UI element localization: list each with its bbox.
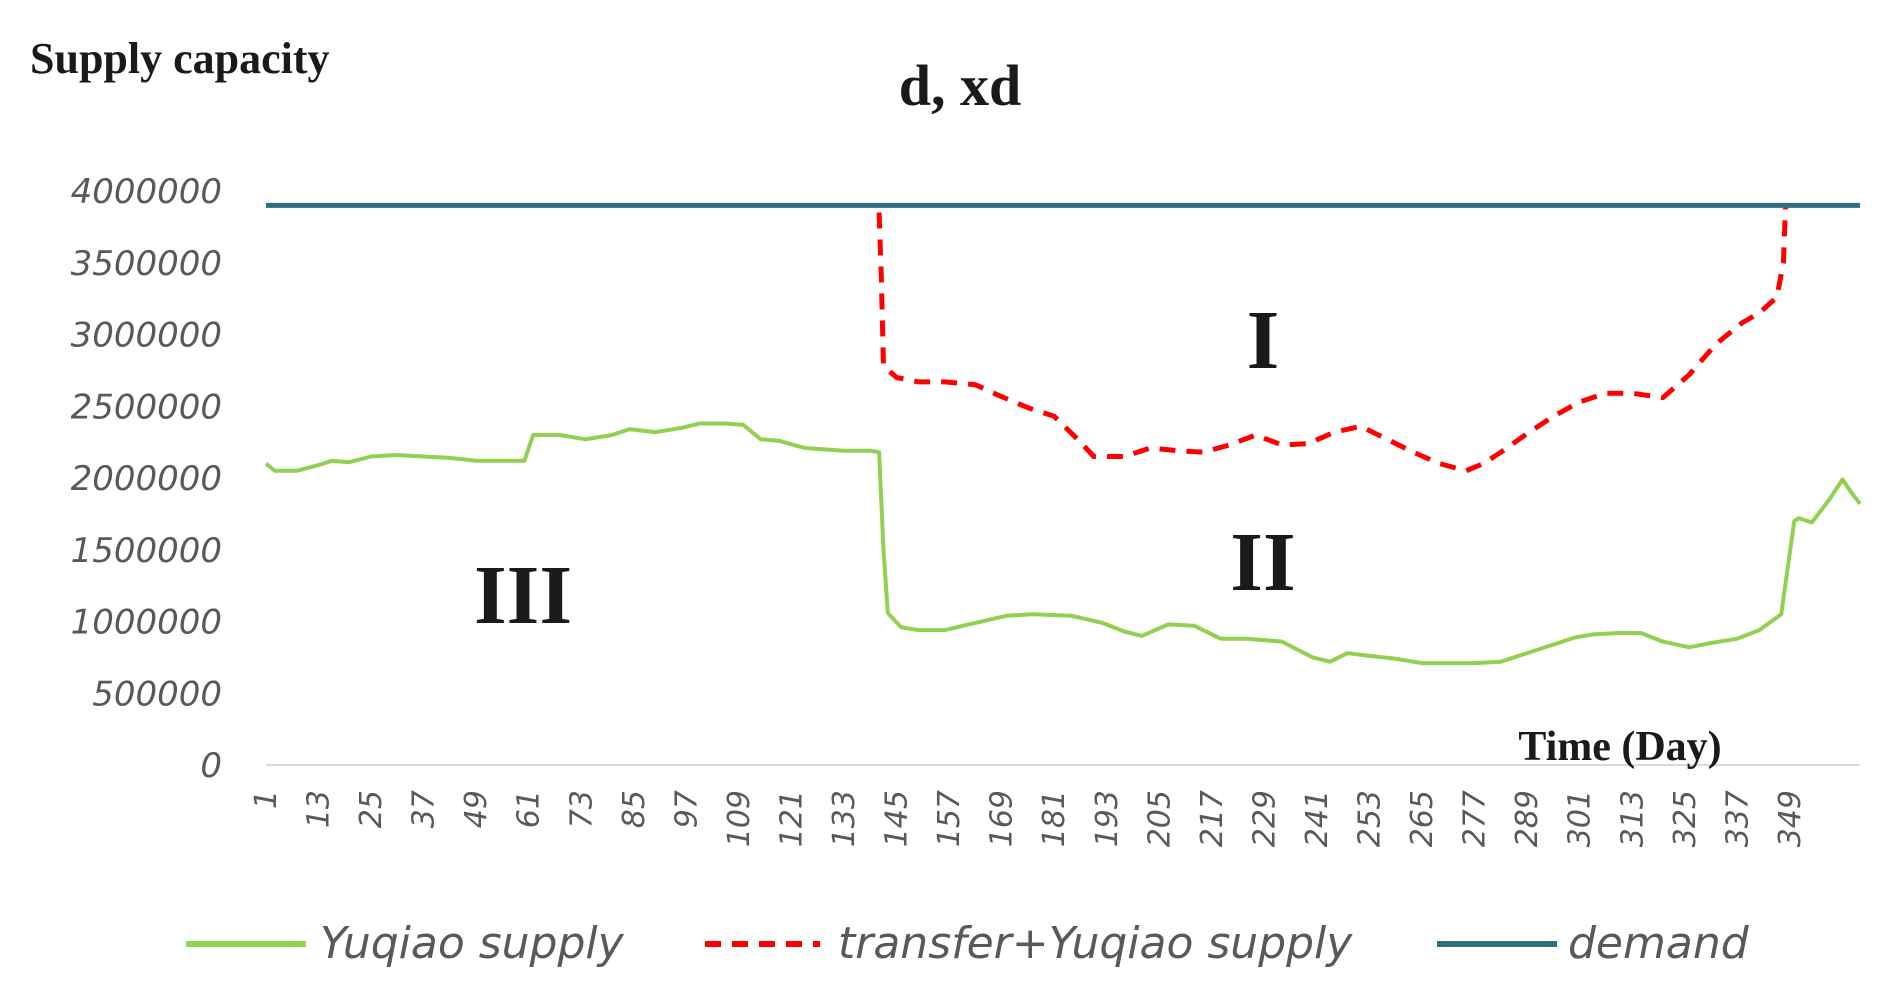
x-tick-label: 253 [1353, 790, 1388, 847]
x-tick-label: 145 [880, 790, 915, 847]
legend-label: transfer+Yuqiao supply [838, 918, 1353, 969]
x-axis-title: Time (Day) [1518, 724, 1721, 770]
x-tick-label: 181 [1037, 790, 1072, 847]
x-tick-label: 229 [1247, 790, 1282, 847]
x-tick-label: 289 [1510, 790, 1545, 847]
x-tick-label: 193 [1090, 790, 1125, 847]
x-tick-label: 301 [1563, 790, 1598, 847]
y-tick-label: 500000 [92, 674, 222, 714]
x-tick-label: 241 [1300, 790, 1335, 847]
legend: Yuqiao supply transfer+Yuqiao supply deman… [186, 918, 1750, 969]
region-label-i: I [1247, 294, 1280, 387]
region-label-ii: II [1230, 516, 1295, 609]
legend-label: demand [1568, 918, 1750, 969]
x-tick-label: 25 [354, 790, 389, 828]
y-tick-label: 3000000 [71, 316, 222, 356]
chart-title: d, xd [899, 53, 1022, 118]
x-tick-label: 325 [1668, 790, 1703, 847]
series-layer [264, 202, 1862, 666]
region-label-iii: III [474, 549, 572, 642]
x-tick-label: 85 [617, 790, 652, 828]
legend-item-transfer-yuqiao-supply: transfer+Yuqiao supply [705, 918, 1353, 969]
y-tick-label: 2500000 [71, 387, 222, 427]
y-tick-labels: 4000000 3500000 3000000 2500000 2000000 15000… [71, 172, 222, 786]
y-tick-label: 4000000 [71, 172, 222, 212]
y-axis-title: Supply capacity [30, 34, 330, 83]
y-tick-label: 1500000 [71, 531, 222, 571]
x-tick-label: 37 [407, 790, 442, 828]
y-tick-label: 2000000 [71, 459, 222, 499]
series-yuqiao-supply-line [264, 421, 1862, 666]
x-tick-label: 73 [564, 790, 599, 828]
x-tick-label: 13 [302, 790, 337, 828]
legend-label: Yuqiao supply [320, 918, 625, 969]
x-tick-label: 169 [985, 790, 1020, 847]
legend-item-yuqiao-supply: Yuqiao supply [186, 918, 625, 969]
y-tick-label: 1000000 [71, 603, 222, 643]
x-tick-label: 133 [827, 790, 862, 847]
x-tick-label: 277 [1458, 790, 1493, 847]
x-tick-label: 121 [774, 790, 809, 847]
x-tick-label: 1 [249, 790, 284, 809]
x-tick-label: 97 [669, 790, 704, 828]
x-tick-label: 157 [932, 790, 967, 847]
x-tick-labels: 1 13 25 37 49 61 73 85 97 109 121 133 145 157 169 181 19… [249, 790, 1808, 847]
x-tick-label: 217 [1195, 790, 1230, 847]
x-tick-label: 61 [512, 790, 547, 828]
x-tick-label: 265 [1405, 790, 1440, 847]
series-transfer-yuqiao-supply-line [876, 205, 1789, 474]
y-tick-label: 0 [200, 746, 222, 786]
y-tick-label: 3500000 [71, 244, 222, 284]
x-tick-label: 337 [1720, 790, 1755, 847]
x-tick-label: 109 [722, 790, 757, 847]
x-tick-label: 313 [1615, 790, 1650, 847]
x-tick-label: 49 [459, 790, 494, 828]
x-tick-label: 349 [1773, 790, 1808, 847]
x-tick-label: 205 [1142, 790, 1177, 847]
legend-item-demand: demand [1437, 918, 1750, 969]
